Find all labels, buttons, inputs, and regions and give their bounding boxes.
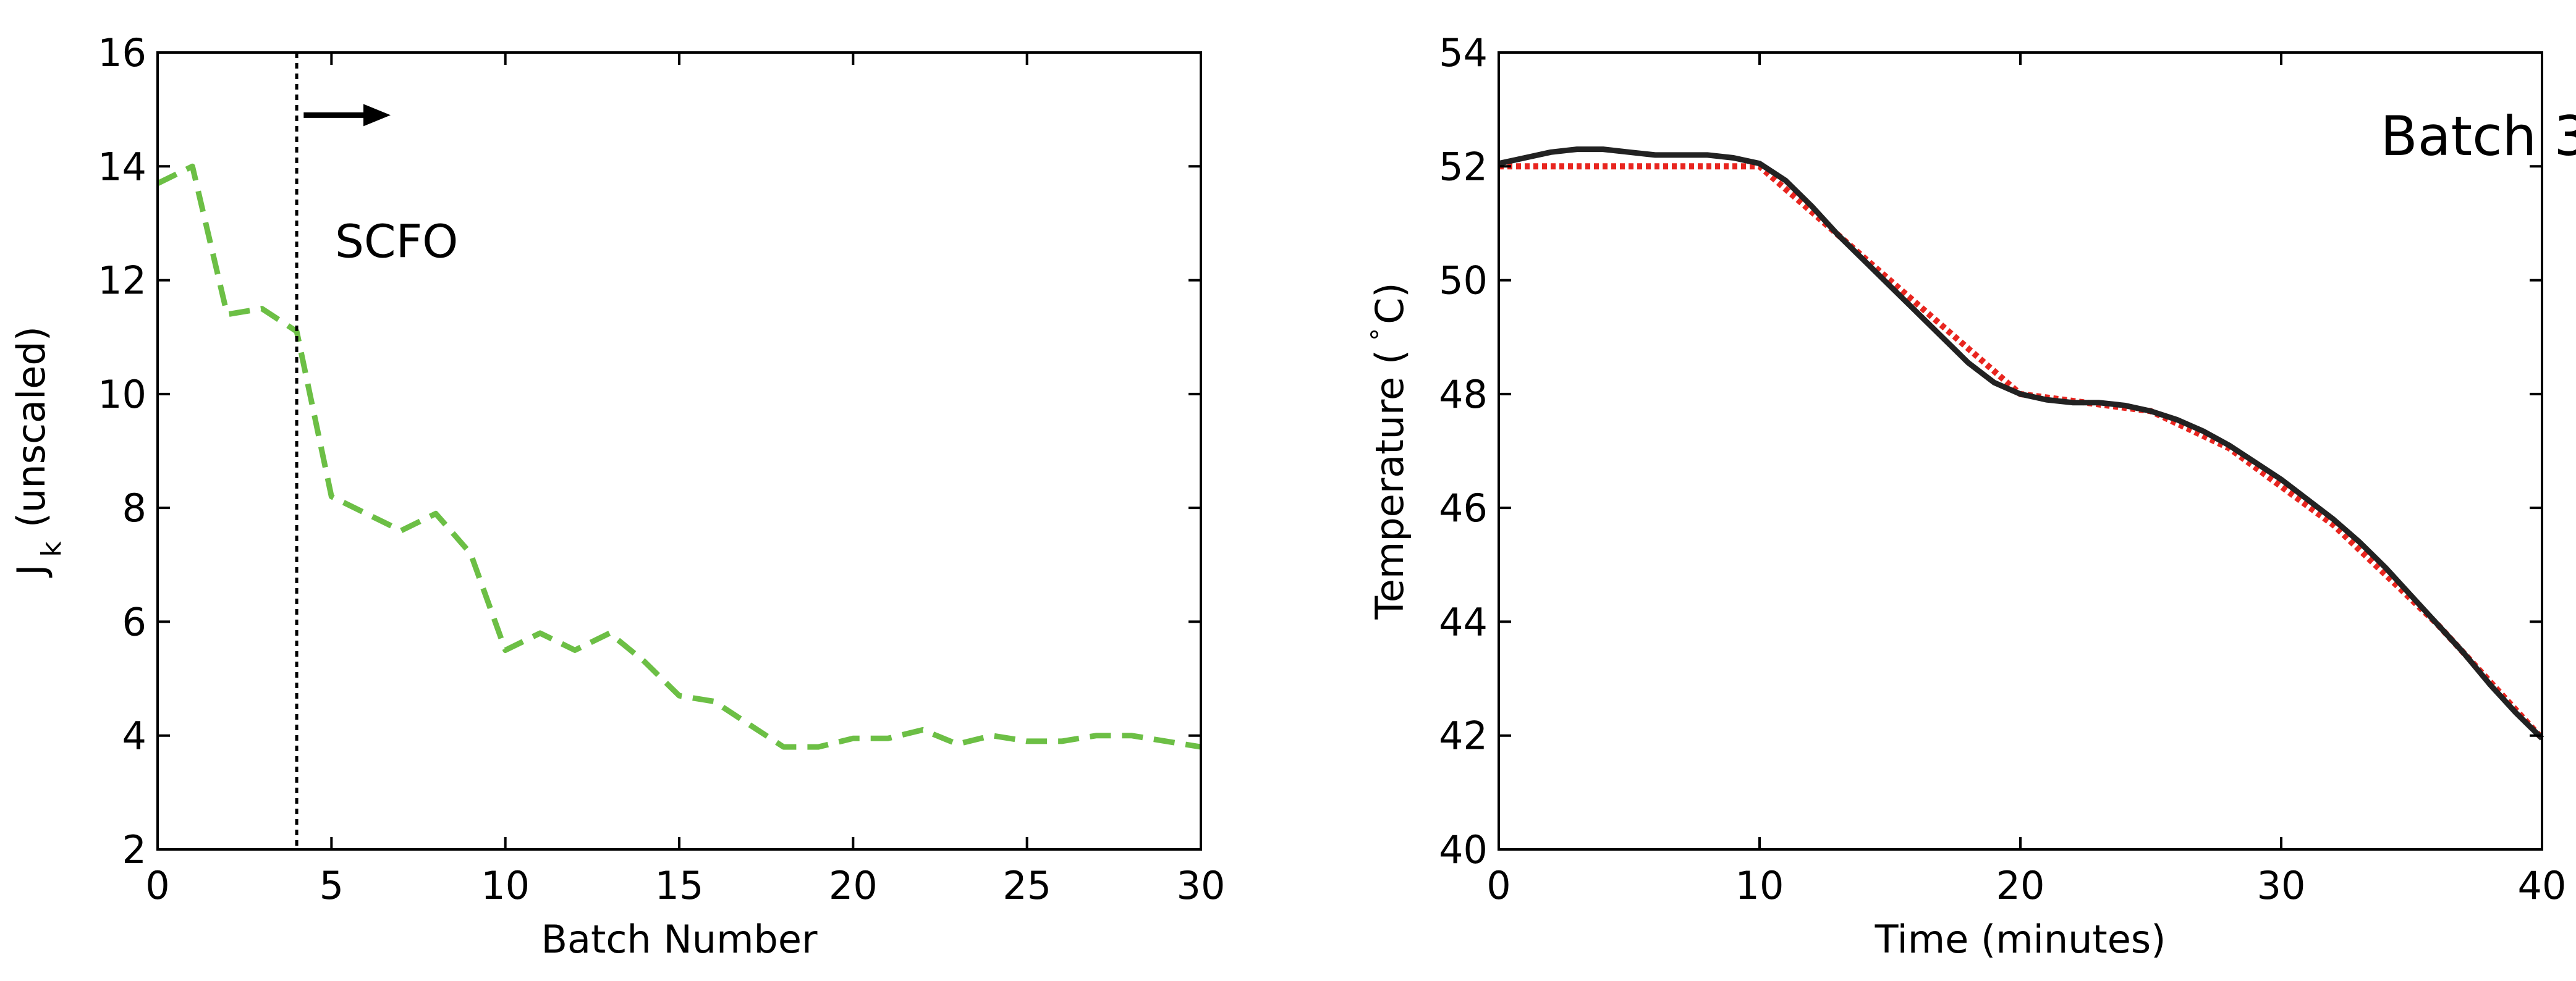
left-plot-frame bbox=[156, 51, 1202, 851]
l-y-tick-label: 8 bbox=[122, 486, 146, 531]
r-series-line-1 bbox=[1498, 146, 2544, 741]
r-y-tick-label: 48 bbox=[1439, 372, 1488, 417]
l-x-tick-label: 30 bbox=[1177, 863, 1226, 908]
l-x-tick-label: 5 bbox=[320, 863, 344, 908]
r-x-tick-label: 40 bbox=[2518, 863, 2567, 908]
l-series-line-0 bbox=[156, 163, 1201, 750]
l-y-tick-label: 4 bbox=[122, 714, 146, 759]
r-y-tick-label: 46 bbox=[1439, 486, 1488, 531]
left-annotation-scfo: SCFO bbox=[335, 216, 458, 269]
l-y-tick-label: 10 bbox=[98, 372, 146, 417]
r-x-tick-label: 0 bbox=[1486, 863, 1510, 908]
r-y-tick-label: 50 bbox=[1439, 258, 1488, 303]
l-y-tick-label: 2 bbox=[122, 827, 146, 872]
right-y-axis-label-suffix: C) bbox=[1367, 282, 1412, 324]
l-x-tick-label: 15 bbox=[655, 863, 704, 908]
right-annotation-batch: Batch 30 bbox=[2380, 104, 2576, 168]
left-y-axis-label-suffix: (unscaled) bbox=[9, 326, 54, 528]
r-y-tick-label: 42 bbox=[1439, 714, 1488, 759]
l-x-tick-label: 0 bbox=[145, 863, 169, 908]
left-y-axis-label: Jk (unscaled) bbox=[9, 326, 67, 578]
l-x-tick-label: 25 bbox=[1002, 863, 1051, 908]
right-y-axis-label-main: Temperature ( bbox=[1367, 350, 1412, 620]
l-y-tick-label: 16 bbox=[98, 30, 146, 75]
right-y-axis-label-degree: ° bbox=[1365, 328, 1396, 341]
r-y-tick-label: 40 bbox=[1439, 827, 1488, 872]
l-x-tick-label: 10 bbox=[481, 863, 530, 908]
r-y-tick-label: 44 bbox=[1439, 599, 1488, 644]
chart-right: 0 10 20 30 40 40 42 44 46 48 50 52 54 Batch 30 Time… bbox=[1365, 30, 2576, 962]
left-x-axis-label: Batch Number bbox=[541, 917, 818, 962]
r-y-tick-label: 52 bbox=[1439, 144, 1488, 189]
l-y-tick-label: 6 bbox=[122, 599, 146, 644]
right-x-axis-label: Time (minutes) bbox=[1875, 917, 2166, 962]
r-y-tick-label: 54 bbox=[1439, 30, 1488, 75]
left-y-axis-label-subscript: k bbox=[36, 541, 67, 557]
right-plot-frame bbox=[1498, 51, 2543, 851]
l-y-tick-label: 12 bbox=[98, 258, 146, 303]
l-y-tick-label: 14 bbox=[98, 144, 146, 189]
l-x-tick-label: 20 bbox=[829, 863, 878, 908]
l-arrow-head bbox=[363, 104, 391, 127]
r-x-tick-label: 20 bbox=[1996, 863, 2045, 908]
chart-left: 0 5 10 15 20 25 30 2 4 6 8 10 12 14 16 SCFO Batch Num… bbox=[9, 30, 1225, 962]
left-y-axis-label-main: J bbox=[9, 565, 54, 578]
r-series-line-0 bbox=[1499, 163, 2544, 741]
right-y-axis-label: Temperature ( ° C) bbox=[1365, 282, 1412, 620]
r-x-tick-label: 30 bbox=[2257, 863, 2306, 908]
r-x-tick-label: 10 bbox=[1735, 863, 1784, 908]
